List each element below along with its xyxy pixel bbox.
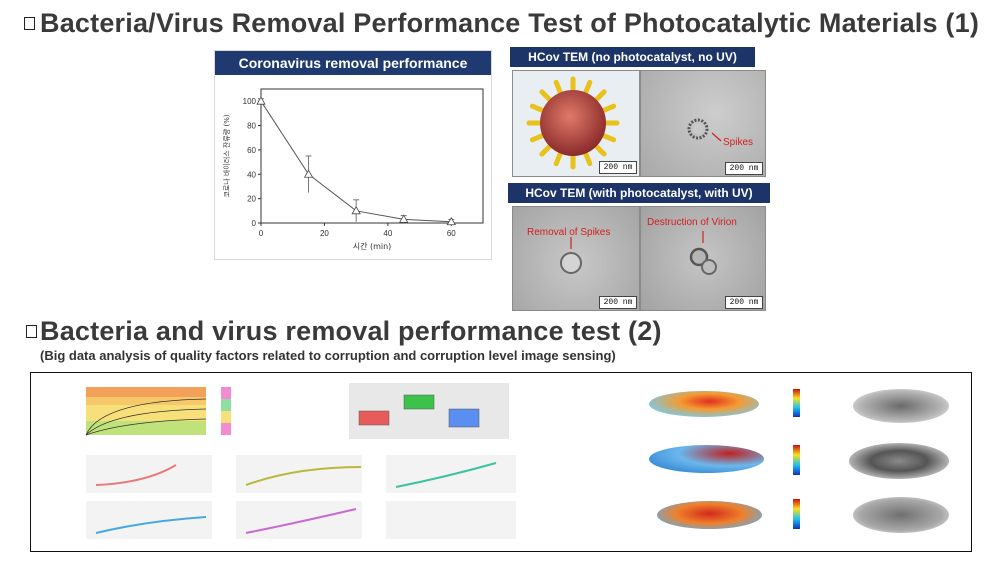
coronavirus-chart-panel: Coronavirus removal performance 0 20 40 60 0… xyxy=(214,50,492,260)
x-tick-label-0: 0 xyxy=(259,229,264,238)
bullet-square-icon xyxy=(24,17,35,30)
box-plot-graphic xyxy=(358,394,480,428)
tem-header-with-photocatalyst: HCov TEM (with photocatalyst, with UV) xyxy=(508,183,770,203)
data-point-1 xyxy=(303,169,314,178)
y-tick-label-1: 20 xyxy=(247,195,256,204)
color-scale-1 xyxy=(793,389,800,417)
big-data-analysis-figure xyxy=(30,372,972,552)
plot-frame xyxy=(260,88,484,224)
surface-plot-3 xyxy=(657,501,762,529)
color-scale-3 xyxy=(793,499,800,529)
scatter-panel-6 xyxy=(386,501,516,539)
x-tick-label-2: 40 xyxy=(383,229,392,238)
scatter-panel-1 xyxy=(86,455,212,493)
section-1-title: Bacteria/Virus Removal Performance Test … xyxy=(40,8,980,38)
virus-model-icon xyxy=(526,76,620,170)
tem-header-no-photocatalyst: HCov TEM (no photocatalyst, no UV) xyxy=(510,47,755,67)
grayscale-image-3 xyxy=(853,497,949,533)
y-tick-label-0: 0 xyxy=(252,219,257,228)
scale-bar-3: 200 nm xyxy=(599,296,637,309)
bare-virion-icon xyxy=(560,237,582,274)
scale-bar-2: 200 nm xyxy=(725,162,763,175)
y-tick-label-4: 80 xyxy=(247,122,256,131)
label-destruction-of-virion: Destruction of Virion xyxy=(647,217,737,228)
section-2-title: Bacteria and virus removal performance t… xyxy=(40,316,662,346)
scale-bar-4: 200 nm xyxy=(725,296,763,309)
x-tick-label-1: 20 xyxy=(320,229,329,238)
scatter-panel-2 xyxy=(236,455,362,493)
y-tick-label-5: 100 xyxy=(243,97,257,106)
tem-image-spikes-removed: Removal of Spikes 200 nm xyxy=(512,206,640,311)
removal-line-chart: 0 20 40 60 0 20 40 60 80 100 시간 (min) 코로나 바이러스 잔류량 … xyxy=(222,88,484,251)
grayscale-image-2 xyxy=(849,443,949,479)
y-tick-label-2: 40 xyxy=(247,170,256,179)
surface-plot-1 xyxy=(649,391,759,417)
virion-icon xyxy=(687,118,722,142)
scatter-panel-4 xyxy=(86,501,212,539)
grayscale-image-1 xyxy=(853,389,949,423)
destroyed-virion-icon xyxy=(689,231,717,275)
data-point-3 xyxy=(399,214,409,223)
tem-image-virion-destroyed: Destruction of Virion 200 nm xyxy=(640,206,766,311)
label-removal-of-spikes: Removal of Spikes xyxy=(527,227,611,238)
contour-graphic xyxy=(85,387,231,436)
chart-title: Coronavirus removal performance xyxy=(215,51,491,75)
box-plot-thumbnail xyxy=(349,383,509,439)
bullet-square-icon-2 xyxy=(26,325,37,338)
x-axis-label: 시간 (min) xyxy=(353,241,392,251)
scale-bar-1: 200 nm xyxy=(599,161,637,174)
data-point-4 xyxy=(446,216,456,226)
scatter-panel-5 xyxy=(236,501,362,539)
color-scale-2 xyxy=(793,445,800,475)
section-2-subtitle: (Big data analysis of quality factors re… xyxy=(40,348,616,363)
x-tick-label-3: 60 xyxy=(447,229,456,238)
coronavirus-3d-model-image: 200 nm xyxy=(512,70,640,177)
y-tick-label-3: 60 xyxy=(247,146,256,155)
y-axis-label: 코로나 바이러스 잔류량 (%) xyxy=(222,114,231,197)
contour-plot-thumbnail xyxy=(71,381,251,439)
label-spikes: Spikes xyxy=(723,137,754,148)
data-point-0 xyxy=(256,96,266,105)
surface-plot-2 xyxy=(649,445,764,473)
tem-image-untreated: Spikes 200 nm xyxy=(640,70,766,177)
data-point-2 xyxy=(351,206,361,215)
regression-curves-graphic xyxy=(95,462,497,534)
